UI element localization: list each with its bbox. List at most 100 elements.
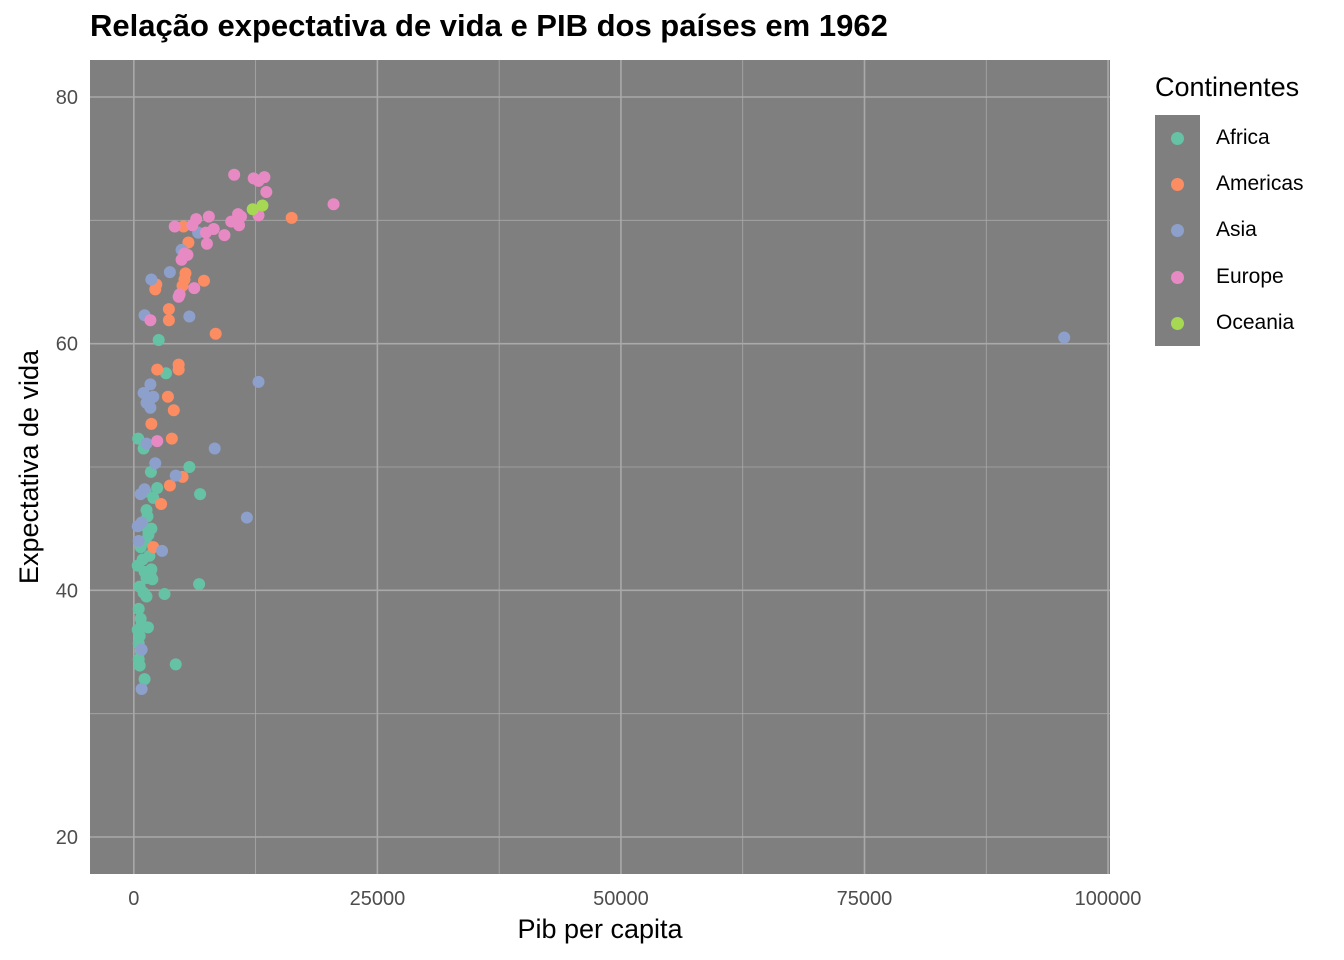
legend-labels: Africa Americas Asia Europe Oceania [1200, 115, 1304, 346]
data-point [144, 378, 157, 391]
data-point [145, 417, 158, 430]
data-point [151, 435, 164, 448]
y-tick-label: 60 [56, 334, 78, 356]
data-point [163, 266, 176, 279]
data-point [165, 432, 178, 445]
legend-key [1155, 161, 1200, 207]
data-point [135, 516, 148, 529]
data-point [132, 535, 145, 547]
legend-label: Asia [1216, 218, 1257, 242]
data-point [158, 588, 171, 601]
data-point [175, 253, 188, 266]
data-point [186, 219, 199, 232]
data-point [135, 643, 148, 656]
series-americas [145, 211, 298, 554]
data-point [183, 461, 196, 473]
data-point [132, 602, 145, 615]
data-point [240, 511, 253, 524]
data-point [134, 488, 147, 501]
legend: Continentes Africa Americas Asia Europe Ocea… [1155, 72, 1304, 346]
grid-lines [90, 60, 1110, 874]
data-point [183, 310, 196, 323]
data-point [202, 210, 215, 223]
data-point [252, 174, 265, 187]
legend-label: Americas [1216, 172, 1304, 196]
data-point [135, 683, 148, 695]
y-tick-label: 80 [56, 87, 78, 109]
data-point [209, 327, 222, 340]
data-point [140, 590, 153, 603]
data-point [155, 498, 168, 510]
data-point [162, 314, 175, 327]
data-point [163, 479, 176, 492]
legend-key [1155, 115, 1200, 161]
data-point [177, 220, 190, 233]
data-point [260, 185, 273, 198]
data-point [140, 396, 153, 409]
legend-keys [1155, 115, 1200, 346]
series-oceania [246, 199, 269, 216]
x-tick-label: 25000 [350, 888, 406, 910]
legend-label: Oceania [1216, 310, 1295, 334]
data-point [1058, 331, 1071, 344]
data-point [144, 314, 157, 327]
legend-key [1155, 254, 1200, 300]
data-point [225, 215, 238, 228]
data-point [188, 282, 201, 295]
data-points [131, 168, 1071, 695]
data-point [156, 544, 169, 557]
data-point [169, 469, 182, 482]
legend-dot-icon [1171, 132, 1184, 145]
data-point [167, 404, 180, 417]
data-point [285, 211, 298, 224]
data-point [197, 274, 210, 287]
data-point [145, 563, 158, 576]
data-point [162, 303, 175, 316]
x-axis: 0 25000 50000 75000 100000 [128, 888, 1141, 910]
legend-dot-icon [1171, 316, 1184, 330]
data-point [133, 659, 146, 672]
x-tick-label: 100000 [1075, 888, 1142, 910]
legend-key [1155, 300, 1200, 346]
data-point [172, 363, 185, 376]
data-point [194, 488, 207, 501]
data-point [152, 333, 165, 346]
data-point [169, 658, 182, 671]
legend-label: Europe [1216, 264, 1284, 288]
data-point [138, 673, 151, 686]
legend-box: Africa Americas Asia Europe Oceania [1155, 115, 1304, 346]
x-tick-label: 75000 [837, 888, 893, 910]
data-point [252, 375, 265, 388]
y-tick-label: 40 [56, 580, 78, 602]
data-point [246, 203, 259, 216]
chart-title: Relação expectativa de vida e PIB dos pa… [90, 8, 888, 43]
legend-dot-icon [1171, 270, 1184, 284]
data-point [228, 168, 241, 181]
data-point [172, 290, 185, 303]
data-point [256, 199, 269, 212]
data-point [140, 437, 153, 450]
x-axis-title: Pib per capita [517, 914, 683, 944]
x-tick-label: 50000 [593, 888, 649, 910]
x-tick-label: 0 [128, 888, 139, 910]
data-point [199, 226, 212, 239]
data-point [161, 390, 174, 403]
data-point [200, 237, 213, 250]
y-tick-label: 20 [56, 827, 78, 849]
data-point [151, 363, 164, 376]
data-point [149, 457, 162, 470]
data-point [208, 442, 221, 455]
legend-key [1155, 207, 1200, 253]
data-point [145, 273, 158, 286]
y-axis: 20 40 60 80 [56, 87, 78, 849]
y-axis-title: Expectativa de vida [14, 349, 44, 584]
data-point [193, 578, 206, 591]
legend-dot-icon [1171, 178, 1184, 192]
data-point [146, 573, 159, 586]
data-point [168, 220, 181, 233]
legend-label: Africa [1216, 126, 1270, 149]
data-point [218, 229, 231, 242]
legend-title: Continentes [1155, 72, 1300, 102]
data-point [327, 198, 340, 211]
